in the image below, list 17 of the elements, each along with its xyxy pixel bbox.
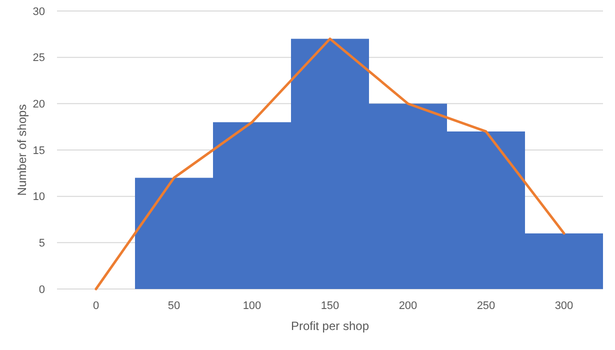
x-tick-label: 200 xyxy=(398,300,418,312)
y-tick-label: 5 xyxy=(38,238,45,250)
x-tick-label: 50 xyxy=(168,300,180,312)
y-tick-label: 25 xyxy=(32,52,45,64)
x-tick-label: 0 xyxy=(92,300,100,312)
x-tick-label: 100 xyxy=(242,300,262,312)
y-tick-label: 20 xyxy=(32,98,45,111)
y-tick-label: 0 xyxy=(38,284,45,296)
line-series xyxy=(94,38,566,290)
x-tick-label: 150 xyxy=(320,300,340,312)
x-tick-label: 250 xyxy=(476,300,496,312)
y-axis-title: Number of shops xyxy=(15,104,29,196)
y-tick-label: 30 xyxy=(32,6,45,18)
x-tick-label: 300 xyxy=(554,300,574,312)
x-axis-title: Profit per shop xyxy=(290,319,370,333)
y-tick-label: 15 xyxy=(32,144,45,157)
y-tick-label: 10 xyxy=(32,191,45,204)
